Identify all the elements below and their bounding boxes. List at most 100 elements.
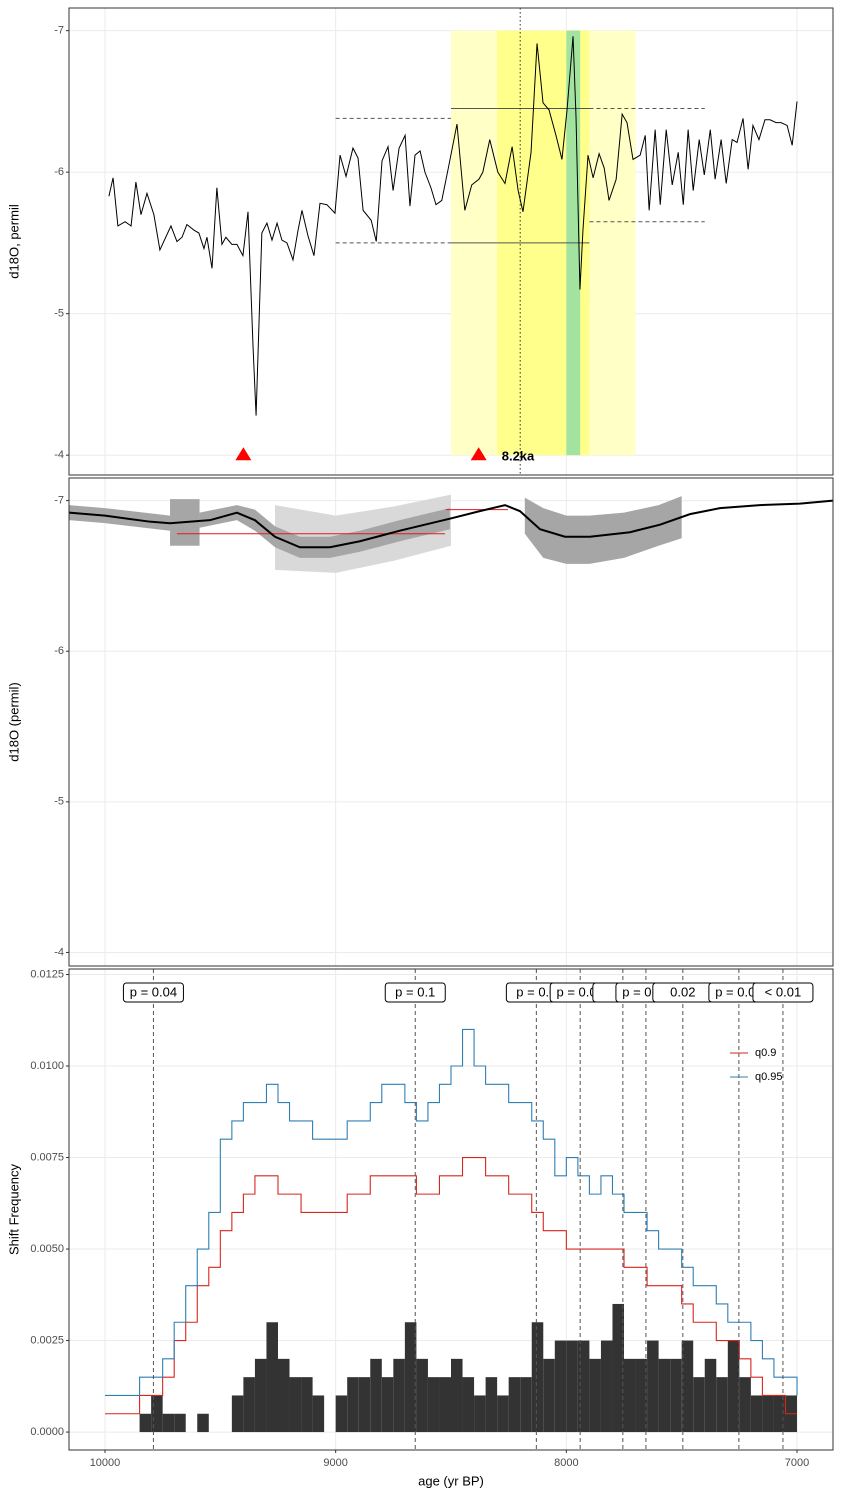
data-line <box>108 36 798 416</box>
x-tick-label: 7000 <box>785 1457 809 1469</box>
y-tick-label: 0.0100 <box>30 1060 64 1072</box>
bar <box>151 1395 163 1433</box>
triangle-marker <box>235 447 252 461</box>
bar <box>612 1303 625 1433</box>
bar <box>750 1395 763 1433</box>
y-tick-label: -6 <box>54 645 64 657</box>
bar <box>427 1377 440 1433</box>
y-tick-label: -7 <box>54 25 64 37</box>
bar <box>243 1377 255 1433</box>
bar <box>289 1377 302 1433</box>
bar <box>474 1395 486 1433</box>
bar <box>508 1377 521 1433</box>
p-value-label: < 0.01 <box>765 984 802 999</box>
p-value-label: p = 0.0 <box>516 984 556 999</box>
panel-border <box>68 968 834 1451</box>
bar <box>647 1340 659 1433</box>
x-tick-label: 8000 <box>554 1457 578 1469</box>
bar <box>739 1377 751 1433</box>
y-axis-title: d18O, permil <box>6 204 21 279</box>
y-tick-label: 0.0025 <box>30 1334 64 1346</box>
p-value-label: p = 0.09 <box>556 984 603 999</box>
bar <box>174 1413 186 1433</box>
bar <box>531 1322 544 1433</box>
bar <box>462 1377 475 1433</box>
y-tick-label: -6 <box>54 166 64 178</box>
p-value-label: p = 0.01 <box>715 984 762 999</box>
confidence-band <box>524 496 682 564</box>
bar <box>554 1340 567 1433</box>
step-line <box>104 1156 798 1415</box>
bar <box>370 1358 382 1433</box>
bar <box>139 1413 152 1433</box>
bar <box>404 1322 417 1433</box>
bar <box>335 1395 348 1433</box>
y-tick-label: 0.0050 <box>30 1243 64 1255</box>
y-axis-title: Shift Frequency <box>6 1163 21 1255</box>
label-box <box>752 982 814 1003</box>
p-value-label: p = 0.1 <box>395 984 435 999</box>
bar <box>162 1413 175 1433</box>
legend-label: q0.9 <box>755 1047 776 1059</box>
y-tick-label: 0.0125 <box>30 968 64 980</box>
bar <box>381 1377 394 1433</box>
p-value-label: p = 0.04 <box>130 984 177 999</box>
y-tick-label: -7 <box>54 494 64 506</box>
bar <box>716 1377 728 1433</box>
confidence-band <box>199 505 275 548</box>
y-tick-label: -5 <box>54 796 64 808</box>
bar <box>589 1358 601 1433</box>
bar <box>347 1377 359 1433</box>
panel-background <box>69 478 833 966</box>
bar <box>439 1377 451 1433</box>
bar <box>773 1395 786 1433</box>
bar <box>670 1358 682 1433</box>
bar <box>727 1340 740 1433</box>
x-tick-label: 10000 <box>90 1457 121 1469</box>
bar <box>543 1358 555 1433</box>
x-tick-label: 9000 <box>323 1457 347 1469</box>
y-tick-label: 0.0000 <box>30 1426 64 1438</box>
bar <box>451 1358 463 1433</box>
bar <box>254 1358 267 1433</box>
y-axis-title: d18O (permil) <box>6 682 21 761</box>
bar <box>277 1358 290 1433</box>
bar <box>393 1358 405 1433</box>
annotation: 8.2ka <box>502 449 535 464</box>
bar <box>312 1395 325 1433</box>
bar <box>635 1358 648 1433</box>
bar <box>497 1395 509 1433</box>
label-box <box>122 982 184 1003</box>
panel-border <box>68 7 834 476</box>
bar <box>266 1322 278 1433</box>
bar <box>600 1340 613 1433</box>
bar <box>358 1377 371 1433</box>
panel-border <box>68 477 834 967</box>
y-tick-label: 0.0075 <box>30 1151 64 1163</box>
confidence-band <box>274 508 450 558</box>
legend-label: q0.95 <box>755 1071 783 1083</box>
bar <box>416 1358 428 1433</box>
x-axis-title: age (yr BP) <box>418 1473 484 1488</box>
bar <box>301 1377 313 1433</box>
label-box <box>384 982 446 1003</box>
bar <box>658 1358 671 1433</box>
y-tick-label: -4 <box>54 449 64 461</box>
bar <box>704 1358 717 1433</box>
bar <box>577 1340 590 1433</box>
y-tick-label: -4 <box>54 946 64 958</box>
bar <box>485 1377 498 1433</box>
bar <box>566 1340 578 1433</box>
bar <box>693 1377 705 1433</box>
y-tick-label: -5 <box>54 308 64 320</box>
bar <box>762 1395 774 1433</box>
bar <box>197 1413 209 1433</box>
data-line <box>68 499 834 549</box>
step-line <box>104 1028 798 1397</box>
bar <box>681 1340 694 1433</box>
triangle-marker <box>470 447 487 461</box>
bar <box>231 1395 244 1433</box>
p-value-label: 0.02 <box>670 984 695 999</box>
